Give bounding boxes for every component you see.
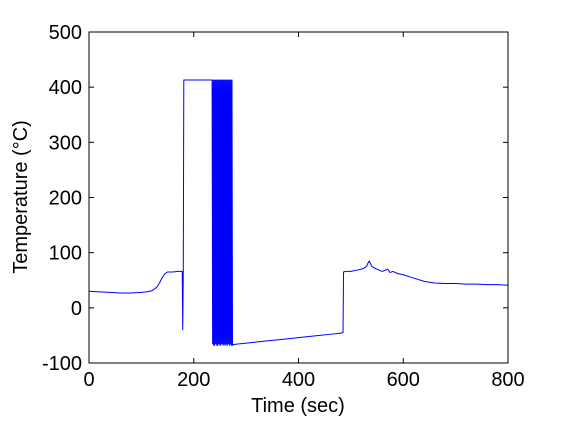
temperature-series-line <box>88 79 509 346</box>
x-tick-label: 200 <box>177 369 210 391</box>
y-tick-label: 100 <box>49 243 82 265</box>
x-tick-label: 400 <box>282 369 315 391</box>
x-tick-label: 0 <box>83 369 94 391</box>
plot-frame <box>88 31 509 364</box>
y-tick-label: 500 <box>49 22 82 44</box>
y-tick-label: -100 <box>42 353 82 375</box>
series-lines <box>88 79 509 346</box>
y-tick-label: 300 <box>49 132 82 154</box>
y-tick-label: 400 <box>49 77 82 99</box>
y-tick-label: 200 <box>49 188 82 210</box>
x-axis-label: Time (sec) <box>251 395 345 417</box>
x-tick-label: 600 <box>387 369 420 391</box>
x-tick-label: 800 <box>491 369 524 391</box>
x-tick-labels: 0 200 400 600 800 <box>83 369 524 391</box>
y-tick-label: 0 <box>71 298 82 320</box>
y-tick-labels: 500 400 300 200 100 0 -100 <box>42 22 82 375</box>
y-axis-label: Temperature (°C) <box>10 120 32 274</box>
plot-background <box>89 32 508 363</box>
